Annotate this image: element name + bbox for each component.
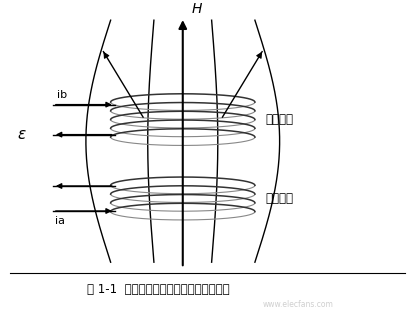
Text: ε: ε <box>18 127 26 142</box>
Text: www.elecfans.com: www.elecfans.com <box>263 300 334 309</box>
Text: ib: ib <box>57 90 67 100</box>
Text: 圖 1-1  兩個非接觸線圈間電磁感應示意圖: 圖 1-1 兩個非接觸線圈間電磁感應示意圖 <box>87 283 229 296</box>
Text: 初級線圈: 初級線圈 <box>265 192 293 205</box>
Text: ia: ia <box>55 216 65 226</box>
Text: 次級線圈: 次級線圈 <box>265 113 293 126</box>
Text: H: H <box>192 2 202 16</box>
